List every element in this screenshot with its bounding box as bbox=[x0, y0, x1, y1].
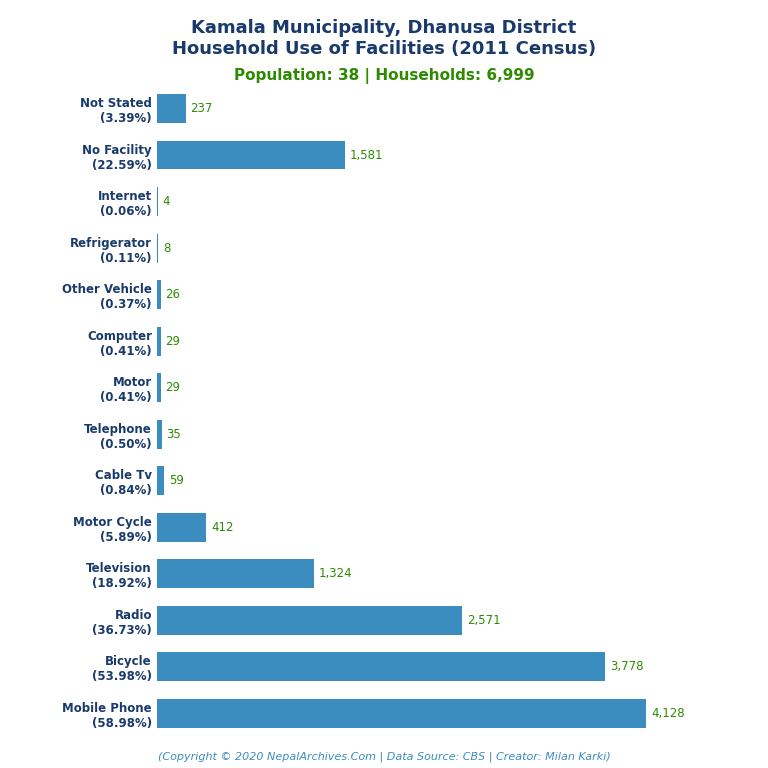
Bar bbox=[157, 699, 647, 727]
Text: 4: 4 bbox=[163, 195, 170, 208]
Bar bbox=[157, 326, 161, 356]
Bar bbox=[157, 559, 314, 588]
Text: 29: 29 bbox=[166, 335, 180, 348]
Text: Population: 38 | Households: 6,999: Population: 38 | Households: 6,999 bbox=[233, 68, 535, 84]
Text: 3,778: 3,778 bbox=[610, 660, 644, 674]
Text: 412: 412 bbox=[211, 521, 233, 534]
Bar bbox=[157, 373, 161, 402]
Text: 4,128: 4,128 bbox=[651, 707, 685, 720]
Text: 8: 8 bbox=[163, 242, 170, 254]
Text: 2,571: 2,571 bbox=[467, 614, 501, 627]
Bar bbox=[157, 466, 164, 495]
Text: 26: 26 bbox=[165, 288, 180, 301]
Text: 1,324: 1,324 bbox=[319, 568, 353, 580]
Bar bbox=[157, 141, 345, 170]
Text: (Copyright © 2020 NepalArchives.Com | Data Source: CBS | Creator: Milan Karki): (Copyright © 2020 NepalArchives.Com | Da… bbox=[157, 751, 611, 762]
Text: 59: 59 bbox=[169, 474, 184, 487]
Bar bbox=[157, 652, 605, 681]
Bar bbox=[157, 513, 207, 541]
Bar bbox=[157, 606, 462, 634]
Bar bbox=[157, 233, 158, 263]
Text: 29: 29 bbox=[166, 381, 180, 394]
Bar bbox=[157, 94, 186, 123]
Text: Household Use of Facilities (2011 Census): Household Use of Facilities (2011 Census… bbox=[172, 40, 596, 58]
Text: 1,581: 1,581 bbox=[349, 148, 383, 161]
Text: Kamala Municipality, Dhanusa District: Kamala Municipality, Dhanusa District bbox=[191, 19, 577, 37]
Text: 35: 35 bbox=[167, 428, 181, 441]
Bar bbox=[157, 280, 161, 309]
Text: 237: 237 bbox=[190, 102, 213, 115]
Bar bbox=[157, 420, 161, 449]
